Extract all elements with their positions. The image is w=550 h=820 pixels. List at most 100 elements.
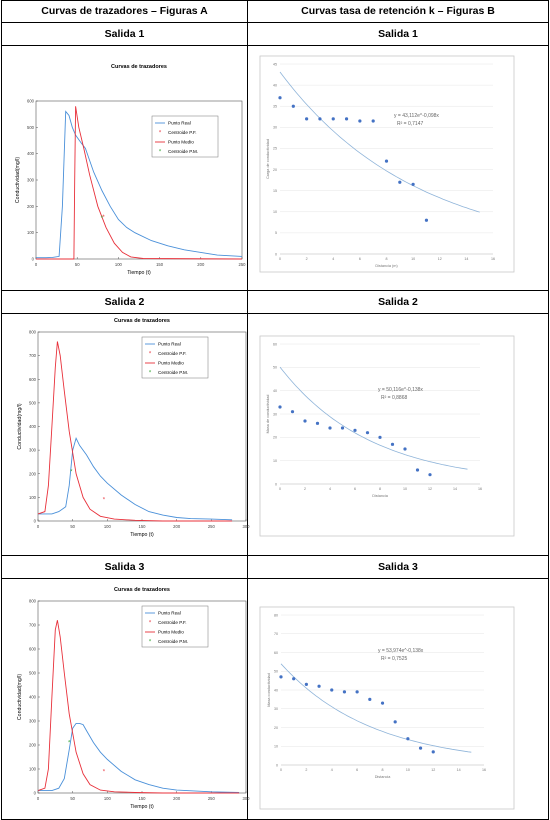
y-tick-label: 40 bbox=[274, 688, 278, 692]
header-figures-a: Curvas de trazadores – Figuras A bbox=[1, 0, 248, 23]
y-tick-label: 800 bbox=[29, 599, 37, 604]
x-tick-label: 2 bbox=[305, 768, 307, 772]
legend-label: Centroide P.M. bbox=[158, 639, 188, 644]
legend-swatch: * bbox=[159, 150, 162, 156]
x-axis-label: Distancia (m) bbox=[375, 264, 398, 268]
legend-label: Punto Medio bbox=[168, 140, 194, 145]
y-axis-label: Carga de conductividad bbox=[266, 139, 270, 179]
x-tick-label: 0 bbox=[280, 768, 282, 772]
series-line bbox=[36, 106, 243, 260]
row-label-salida-3-b: Salida 3 bbox=[247, 555, 549, 579]
x-tick-label: 16 bbox=[482, 768, 486, 772]
x-tick-label: 10 bbox=[403, 487, 407, 491]
chart-title: Curvas de trazadores bbox=[111, 64, 167, 70]
y-tick-label: 0 bbox=[276, 763, 278, 767]
x-tick-label: 10 bbox=[411, 257, 415, 261]
centroid-marker: * bbox=[102, 215, 105, 221]
legend: Punto Real * Centroide P.F. Punto Medio * Cen… bbox=[151, 115, 219, 158]
x-tick-label: 150 bbox=[139, 796, 147, 801]
legend-label: Centroide P.F. bbox=[158, 620, 187, 625]
row-label-salida-2-a: Salida 2 bbox=[1, 290, 248, 314]
y-tick-label: 500 bbox=[29, 400, 37, 405]
trend-r-squared: R² = 0,8868 bbox=[381, 395, 407, 401]
data-point bbox=[368, 697, 372, 701]
data-point bbox=[317, 684, 321, 688]
y-axis-label: Masa conductividad bbox=[267, 673, 271, 707]
data-point bbox=[278, 96, 282, 100]
x-tick-label: 6 bbox=[356, 768, 358, 772]
y-tick-label: 600 bbox=[29, 377, 37, 382]
figure-cell-b1: 0 5 10 15 20 25 30 35 40 45 0 2 4 6 8 10 12 14 16 Distancia… bbox=[247, 45, 549, 291]
chart-sheet bbox=[259, 335, 515, 537]
header-figures-b: Curvas tasa de retención k – Figuras B bbox=[247, 0, 549, 23]
chart-sheet bbox=[259, 606, 515, 810]
x-tick-label: 4 bbox=[329, 487, 331, 491]
data-point bbox=[292, 677, 296, 681]
y-tick-label: 30 bbox=[274, 707, 278, 711]
chart-title: Curvas de trazadores bbox=[114, 587, 170, 593]
x-axis-label: Distancia bbox=[375, 775, 392, 779]
legend-label: Centroide P.F. bbox=[168, 130, 197, 135]
data-point bbox=[318, 117, 322, 121]
x-tick-label: 14 bbox=[457, 768, 461, 772]
data-point bbox=[340, 426, 345, 430]
y-tick-label: 300 bbox=[29, 719, 37, 724]
retention-rate-chart-b2: 0 10 20 30 40 50 60 0 2 4 6 8 10 12 14 16 Distancia Masa … bbox=[259, 335, 515, 537]
data-point bbox=[358, 119, 362, 123]
legend: Punto Real * Centroide P.F. Punto Medio * Cen… bbox=[141, 605, 209, 648]
legend-swatch: * bbox=[149, 352, 152, 358]
y-tick-label: 400 bbox=[29, 424, 37, 429]
trend-equation: y = 53,974e^-0,138x bbox=[378, 648, 424, 654]
centroid-marker: * bbox=[70, 469, 73, 475]
y-tick-label: 45 bbox=[273, 62, 277, 66]
tracer-curve-chart-a1: Curvas de trazadores 0 50 100 150 200 250 0 100 2… bbox=[15, 64, 246, 276]
data-point bbox=[380, 701, 385, 705]
y-axis-label: Masa de conductividad bbox=[266, 395, 270, 434]
x-tick-label: 100 bbox=[115, 262, 123, 267]
centroid-marker: * bbox=[103, 769, 106, 775]
y-tick-label: 80 bbox=[274, 613, 278, 617]
y-tick-label: 50 bbox=[273, 366, 277, 370]
y-tick-label: 400 bbox=[29, 695, 37, 700]
trend-r-squared: R² = 0,7525 bbox=[381, 656, 407, 662]
x-axis-label: Tiempo (t) bbox=[127, 270, 151, 276]
data-point bbox=[290, 410, 295, 414]
data-point bbox=[398, 180, 402, 184]
x-tick-label: 200 bbox=[197, 262, 205, 267]
x-tick-label: 10 bbox=[406, 768, 410, 772]
data-point bbox=[393, 720, 397, 724]
y-tick-label: 40 bbox=[273, 389, 277, 393]
x-tick-label: 8 bbox=[382, 768, 384, 772]
x-tick-label: 0 bbox=[37, 796, 40, 801]
figure-cell-a3: Curvas de trazadores 0 50 100 150 200 250 300 0 1… bbox=[1, 578, 250, 820]
data-point bbox=[384, 159, 389, 163]
y-tick-label: 600 bbox=[29, 647, 37, 652]
x-tick-label: 16 bbox=[491, 257, 495, 261]
x-tick-label: 4 bbox=[332, 257, 334, 261]
row-label-salida-1-a: Salida 1 bbox=[1, 22, 248, 46]
series-line bbox=[37, 620, 240, 794]
data-point bbox=[291, 104, 295, 108]
y-tick-label: 40 bbox=[273, 83, 277, 87]
legend-swatch: * bbox=[149, 621, 152, 627]
data-point bbox=[355, 690, 359, 694]
x-tick-label: 50 bbox=[75, 262, 80, 267]
data-point bbox=[428, 473, 432, 477]
data-point bbox=[305, 117, 309, 121]
y-tick-label: 500 bbox=[29, 671, 37, 676]
y-tick-label: 0 bbox=[34, 519, 37, 524]
x-tick-label: 12 bbox=[431, 768, 435, 772]
data-point bbox=[330, 688, 334, 692]
trendline bbox=[280, 663, 472, 753]
x-axis-label: Tiempo (t) bbox=[130, 532, 154, 538]
chart-title: Curvas de trazadores bbox=[114, 318, 170, 324]
row-label-salida-1-b: Salida 1 bbox=[247, 22, 549, 46]
legend-label: Punto Real bbox=[158, 611, 181, 616]
data-point bbox=[418, 746, 423, 750]
y-tick-label: 700 bbox=[29, 623, 37, 628]
x-tick-label: 250 bbox=[208, 524, 216, 529]
data-point bbox=[390, 442, 395, 446]
x-tick-label: 200 bbox=[173, 524, 181, 529]
x-tick-label: 12 bbox=[438, 257, 442, 261]
x-tick-label: 2 bbox=[304, 487, 306, 491]
